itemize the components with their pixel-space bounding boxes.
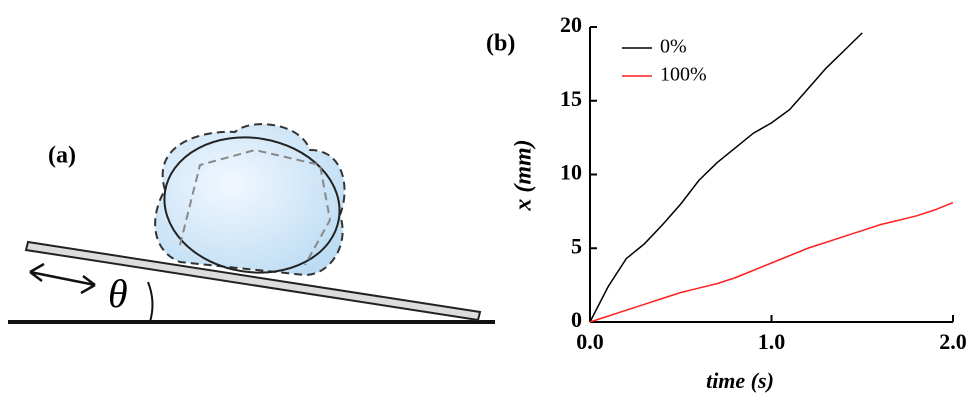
y-tick-label: 10 [560,160,582,185]
y-tick-label: 20 [560,12,582,37]
droplet-inner [179,148,332,266]
arrow [29,262,96,295]
line [589,32,863,323]
panel-label: (b) [486,31,515,57]
incline [24,240,482,322]
y-tick-label: 5 [571,233,582,258]
legend-label: 0% [660,36,687,58]
x-tick-label: 0.0 [576,329,604,354]
panel-a-diagram: (a) θ [8,123,495,324]
x-tick-label: 1.0 [758,329,786,354]
angle-arc [147,281,154,323]
droplet [163,136,341,274]
line [589,201,954,323]
legend-label: 100% [660,64,707,86]
droplet-outline [154,123,346,277]
panel-label: (a) [48,143,76,169]
angle-label: θ [108,271,128,316]
x-tick-label: 2.0 [939,329,967,354]
y-axis-label: x (mm) [511,139,537,211]
x-axis-label: time (s) [706,368,774,393]
y-tick-label: 15 [560,86,582,111]
y-tick-label: 0 [571,307,582,332]
